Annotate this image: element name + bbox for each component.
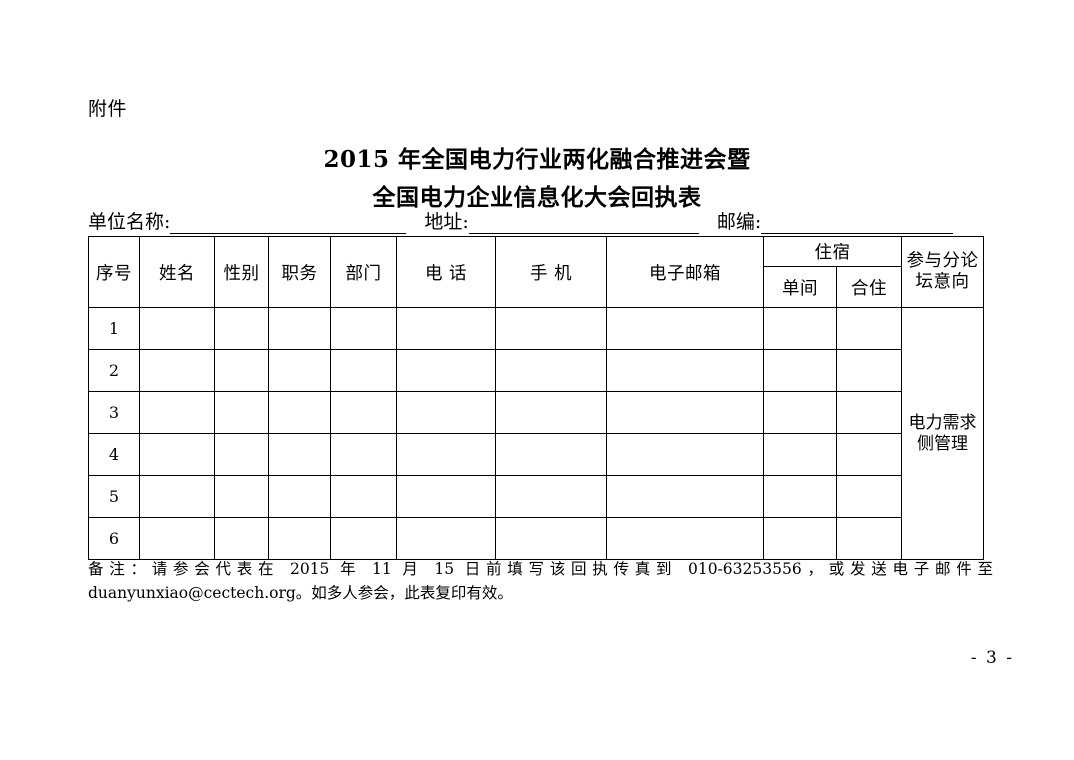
registration-table: 序号 姓名 性别 职务 部门 电 话 手 机 电子邮箱 住宿 参与分论坛意向 单… (88, 236, 984, 560)
cell-forum-merged[interactable]: 电力需求侧管理 (901, 307, 984, 560)
cell-telephone[interactable] (396, 307, 496, 350)
cell-index: 1 (88, 307, 140, 350)
cell-mobile[interactable] (495, 391, 607, 434)
cell-telephone[interactable] (396, 391, 496, 434)
company-name-field[interactable]: 单位名称: (88, 207, 407, 234)
column-header-department: 部门 (330, 236, 397, 308)
cell-department[interactable] (330, 475, 397, 518)
cell-shared-room[interactable] (836, 391, 902, 434)
cell-index: 4 (88, 433, 140, 476)
table-row: 5 (88, 475, 984, 518)
cell-gender[interactable] (214, 307, 269, 350)
column-header-position: 职务 (268, 236, 331, 308)
cell-index: 6 (88, 517, 140, 560)
table-row: 3 (88, 391, 984, 434)
column-header-single-room: 单间 (763, 266, 837, 308)
table-row: 4 (88, 433, 984, 476)
cell-name[interactable] (139, 391, 215, 434)
cell-name[interactable] (139, 475, 215, 518)
cell-position[interactable] (268, 307, 331, 350)
cell-gender[interactable] (214, 517, 269, 560)
footnote-text: 备注：请参会代表在 2015 年 11 月 15 日前填写该回执传真到 010-… (88, 560, 993, 602)
cell-mobile[interactable] (495, 475, 607, 518)
cell-single-room[interactable] (763, 391, 837, 434)
cell-index: 3 (88, 391, 140, 434)
attachment-label: 附件 (88, 98, 128, 120)
address-label: 地址: (424, 211, 469, 233)
table-row: 1 电力需求侧管理 (88, 307, 984, 560)
document-title-line-1: 2015 年全国电力行业两化融合推进会暨 (323, 146, 751, 173)
company-name-label: 单位名称: (88, 211, 171, 233)
cell-mobile[interactable] (495, 433, 607, 476)
cell-gender[interactable] (214, 433, 269, 476)
cell-shared-room[interactable] (836, 349, 902, 392)
cell-mobile[interactable] (495, 349, 607, 392)
cell-index: 2 (88, 349, 140, 392)
cell-position[interactable] (268, 433, 331, 476)
table-row: 6 (88, 517, 984, 560)
cell-mobile[interactable] (495, 517, 607, 560)
cell-name[interactable] (139, 517, 215, 560)
column-header-gender: 性别 (214, 236, 269, 308)
cell-email[interactable] (606, 475, 764, 518)
column-header-index: 序号 (88, 236, 140, 308)
cell-single-room[interactable] (763, 349, 837, 392)
cell-email[interactable] (606, 517, 764, 560)
cell-department[interactable] (330, 433, 397, 476)
page-number: - 3 - (970, 648, 1014, 668)
cell-position[interactable] (268, 517, 331, 560)
address-value[interactable] (468, 216, 699, 234)
column-header-name: 姓名 (139, 236, 215, 308)
cell-single-room[interactable] (763, 307, 837, 350)
cell-gender[interactable] (214, 349, 269, 392)
address-field[interactable]: 地址: (406, 207, 699, 234)
cell-telephone[interactable] (396, 475, 496, 518)
zip-label: 邮编: (716, 211, 762, 233)
cell-email[interactable] (606, 391, 764, 434)
cell-email[interactable] (606, 349, 764, 392)
cell-telephone[interactable] (396, 517, 496, 560)
cell-single-room[interactable] (763, 433, 837, 476)
cell-shared-room[interactable] (836, 433, 902, 476)
cell-department[interactable] (330, 391, 397, 434)
cell-email[interactable] (606, 307, 764, 350)
column-header-email: 电子邮箱 (606, 236, 764, 308)
column-header-shared-room: 合住 (836, 266, 902, 308)
cell-department[interactable] (330, 307, 397, 350)
column-header-accommodation: 住宿 (763, 236, 902, 267)
cell-gender[interactable] (214, 475, 269, 518)
zip-value[interactable] (761, 216, 954, 234)
zip-field[interactable]: 邮编: (699, 207, 954, 234)
cell-position[interactable] (268, 391, 331, 434)
cell-email[interactable] (606, 433, 764, 476)
cell-shared-room[interactable] (836, 307, 902, 350)
cell-department[interactable] (330, 349, 397, 392)
cell-name[interactable] (139, 433, 215, 476)
info-line: 单位名称: 地址: 邮编: (88, 206, 994, 234)
cell-shared-room[interactable] (836, 475, 902, 518)
cell-position[interactable] (268, 475, 331, 518)
cell-shared-room[interactable] (836, 517, 902, 560)
cell-gender[interactable] (214, 391, 269, 434)
cell-department[interactable] (330, 517, 397, 560)
cell-position[interactable] (268, 349, 331, 392)
table-row: 2 (88, 349, 984, 392)
cell-single-room[interactable] (763, 475, 837, 518)
cell-telephone[interactable] (396, 433, 496, 476)
column-header-mobile: 手 机 (495, 236, 607, 308)
column-header-forum: 参与分论坛意向 (901, 236, 984, 308)
cell-index: 5 (88, 475, 140, 518)
cell-name[interactable] (139, 349, 215, 392)
cell-single-room[interactable] (763, 517, 837, 560)
cell-name[interactable] (139, 307, 215, 350)
column-header-telephone: 电 话 (396, 236, 496, 308)
cell-telephone[interactable] (396, 349, 496, 392)
cell-mobile[interactable] (495, 307, 607, 350)
document-title-line-2: 全国电力企业信息化大会回执表 (372, 184, 702, 211)
company-name-value[interactable] (170, 216, 407, 234)
